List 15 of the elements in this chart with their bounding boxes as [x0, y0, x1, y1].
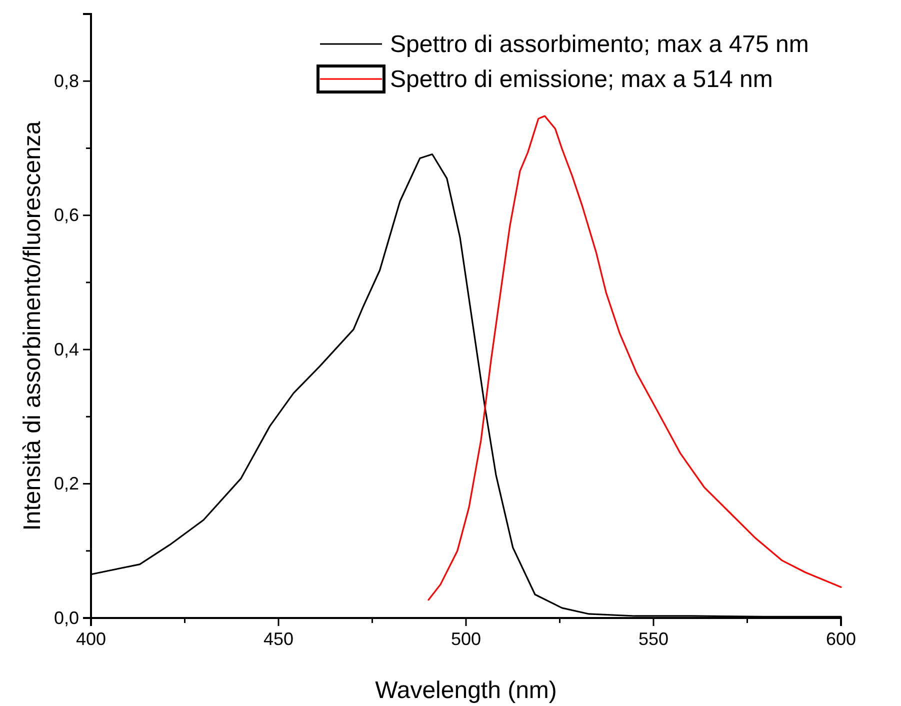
legend-label: Spettro di emissione; max a 514 nm [390, 66, 773, 93]
x-tick-label: 500 [450, 628, 482, 649]
x-axis-title: Wavelength (nm) [375, 677, 557, 704]
y-axis-title: Intensità di assorbimento/fluorescenza [19, 120, 46, 531]
y-tick-label: 0,6 [54, 205, 79, 226]
x-tick-label: 400 [76, 628, 106, 649]
y-tick-label: 0,8 [54, 70, 79, 91]
x-tick-label: 600 [826, 628, 856, 649]
y-tick-label: 0,2 [54, 474, 79, 494]
legend-label: Spettro di assorbimento; max a 475 nm [390, 31, 809, 58]
y-tick-label: 0,4 [54, 339, 79, 360]
x-tick-label: 550 [638, 628, 669, 649]
y-tick-label: 0,0 [54, 608, 79, 628]
x-tick-label: 450 [263, 628, 294, 649]
line-series [428, 115, 842, 601]
